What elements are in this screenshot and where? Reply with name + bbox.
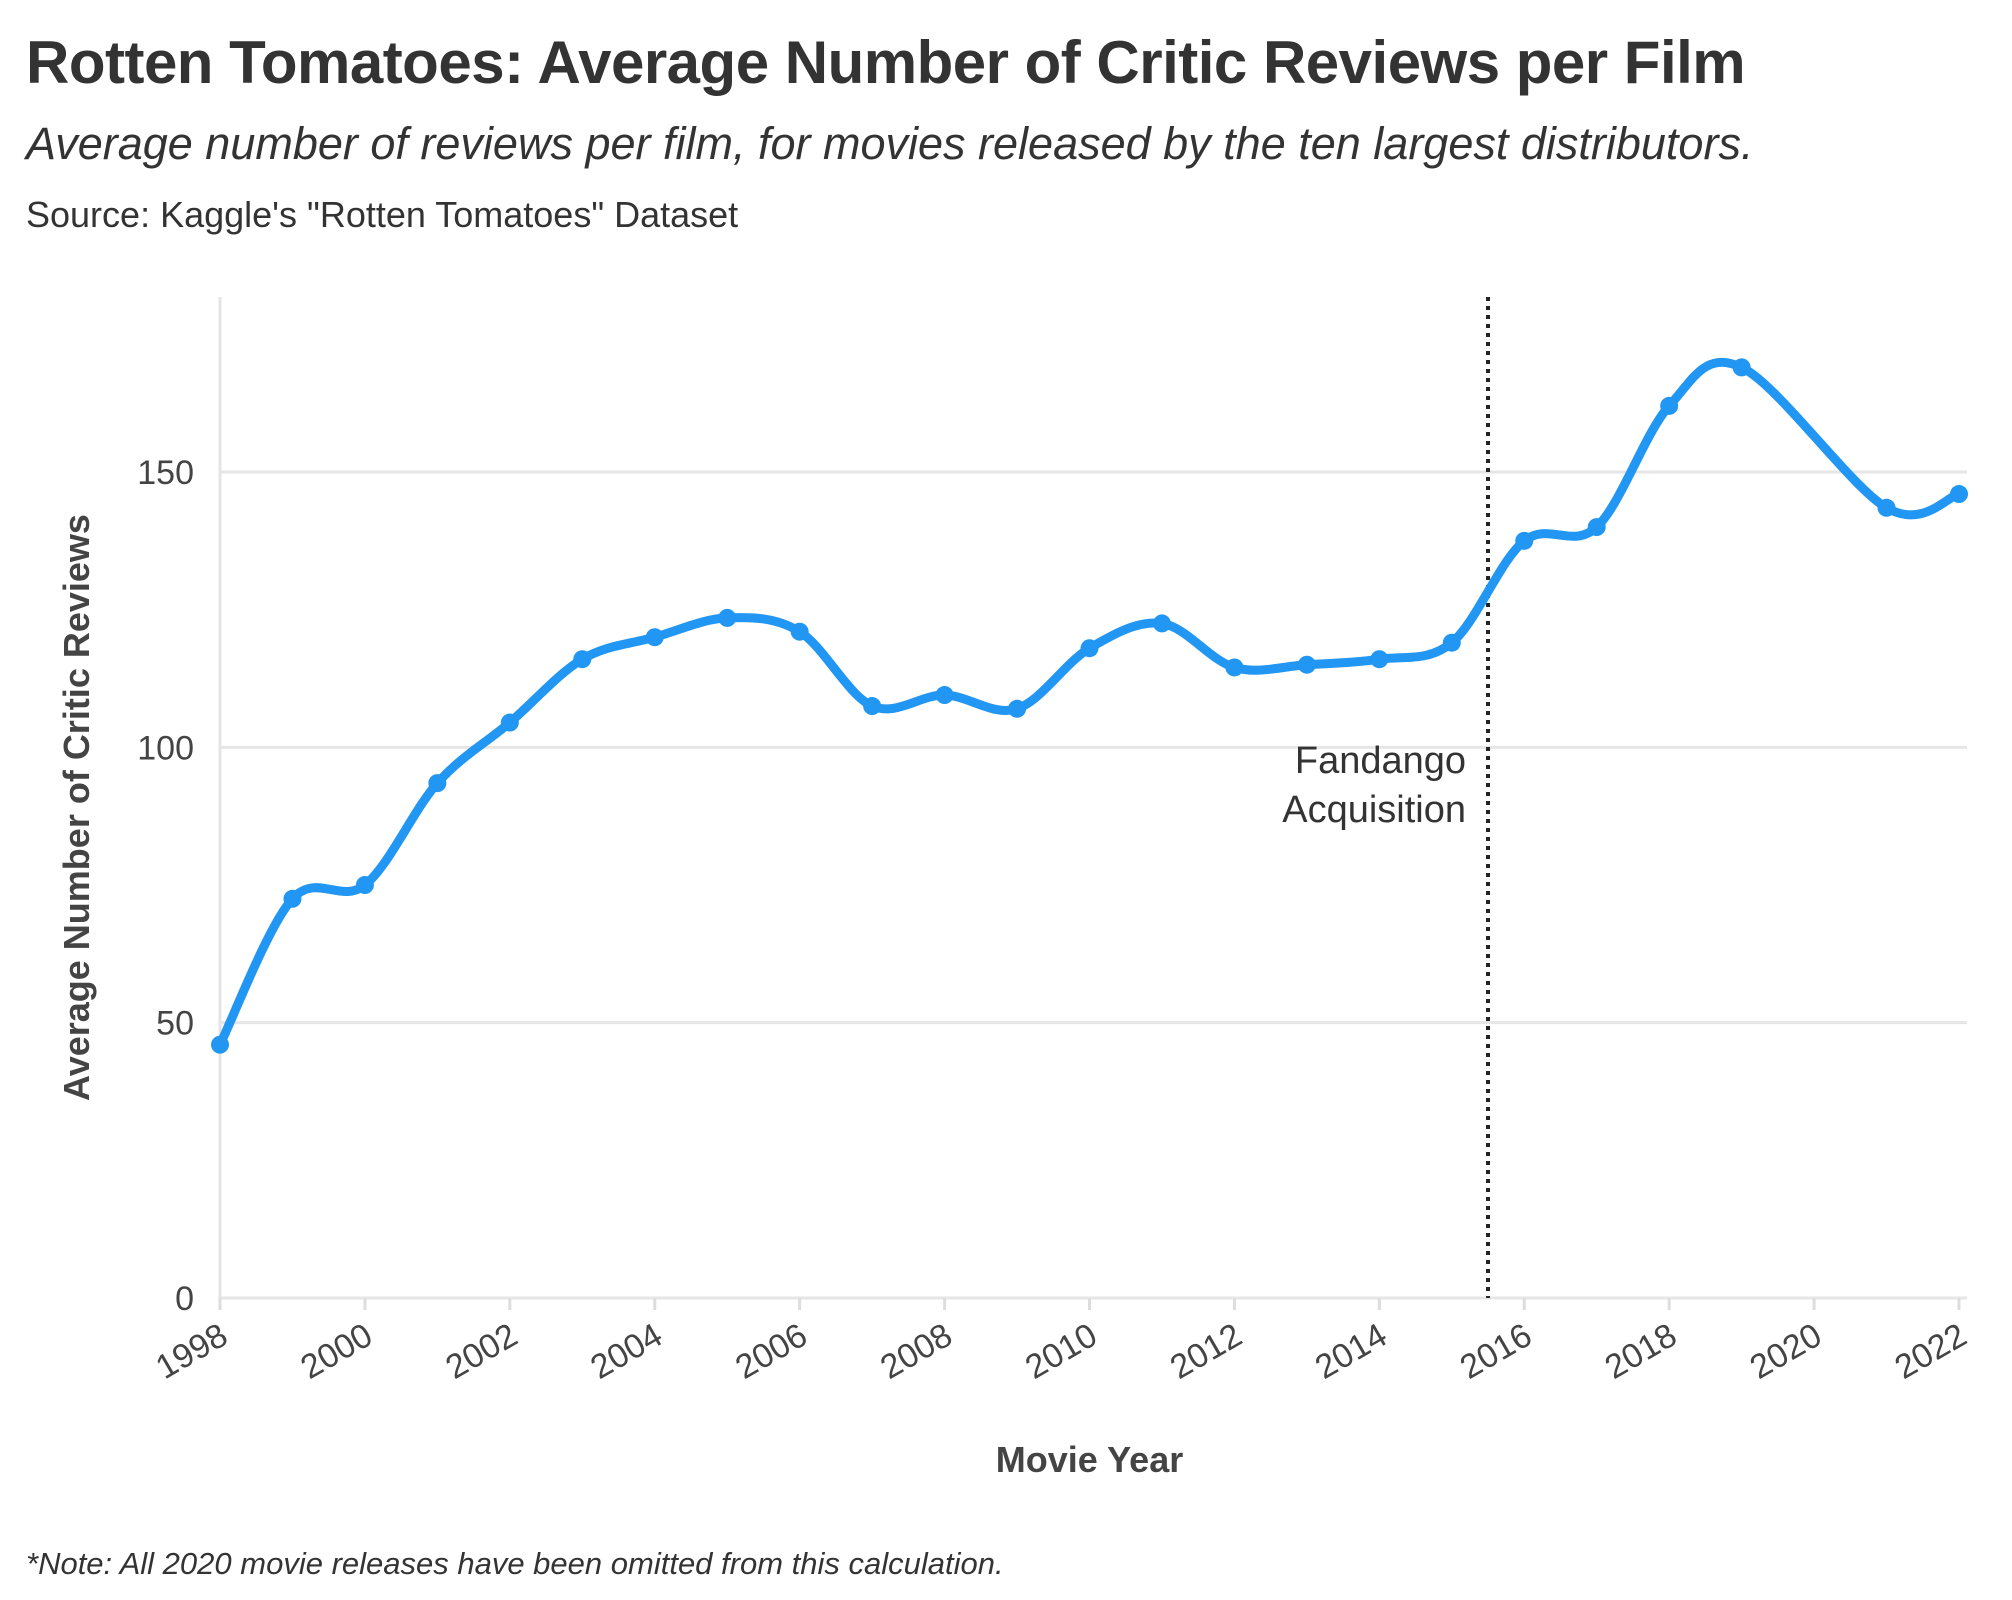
data-point (1877, 498, 1896, 517)
data-point (283, 889, 302, 908)
data-point (1080, 639, 1099, 658)
chart-source: Source: Kaggle's "Rotten Tomatoes" Datas… (26, 194, 739, 235)
y-tick-label: 150 (137, 454, 194, 492)
data-point (1442, 633, 1461, 652)
data-point (1297, 655, 1316, 674)
series (211, 357, 1968, 1054)
x-axis-title: Movie Year (996, 1439, 1183, 1480)
data-point (863, 697, 882, 716)
series-line (215, 357, 1964, 1050)
data-point (1370, 650, 1389, 669)
data-point (355, 876, 374, 894)
data-point (1008, 699, 1027, 718)
y-axis-title: Average Number of Critic Reviews (56, 514, 97, 1101)
x-tick-label: 2006 (729, 1316, 814, 1387)
data-point (1152, 614, 1171, 633)
y-tick-label: 100 (137, 729, 194, 767)
data-point (790, 622, 809, 641)
x-tick-label: 2018 (1599, 1316, 1684, 1387)
footnote: *Note: All 2020 movie releases have been… (26, 1546, 1004, 1581)
data-point (1587, 518, 1606, 537)
data-point (1225, 658, 1244, 677)
annotation-line-1: Fandango (1295, 740, 1466, 782)
data-point (211, 1035, 229, 1054)
x-tick-label: 2008 (874, 1316, 959, 1387)
data-point (1515, 531, 1534, 550)
x-tick-label: 2002 (439, 1316, 524, 1387)
x-tick-label: 2004 (584, 1316, 669, 1387)
annotations: Fandango Acquisition (1282, 297, 1491, 1298)
data-point (428, 774, 447, 793)
data-point (935, 686, 954, 705)
chart-title: Rotten Tomatoes: Average Number of Criti… (26, 29, 1746, 96)
x-tick-label: 2012 (1164, 1316, 1249, 1387)
y-tick-label: 0 (175, 1280, 194, 1318)
annotation-line-2: Acquisition (1282, 789, 1466, 831)
gridlines (218, 297, 1967, 1310)
x-tick-label: 2014 (1309, 1316, 1394, 1387)
x-tick-label: 2016 (1454, 1316, 1539, 1387)
data-point (500, 713, 519, 732)
x-tick-labels: 1998 2000 2002 2004 2006 2008 2010 2012 2014 2016… (149, 1316, 1973, 1387)
x-tick-label: 1998 (149, 1316, 234, 1387)
data-point (1732, 358, 1751, 377)
data-point (718, 608, 737, 627)
y-tick-label: 50 (156, 1005, 194, 1043)
data-point (1660, 396, 1679, 415)
data-point (573, 650, 592, 669)
x-tick-label: 2000 (294, 1316, 379, 1387)
chart-subtitle: Average number of reviews per film, for … (26, 118, 1754, 169)
x-tick-label: 2022 (1888, 1316, 1973, 1387)
x-tick-label: 2020 (1744, 1316, 1829, 1387)
data-point (1950, 485, 1968, 504)
x-tick-label: 2010 (1019, 1316, 1104, 1387)
y-tick-labels: 0 50 100 150 (137, 454, 194, 1318)
data-point (645, 628, 664, 647)
